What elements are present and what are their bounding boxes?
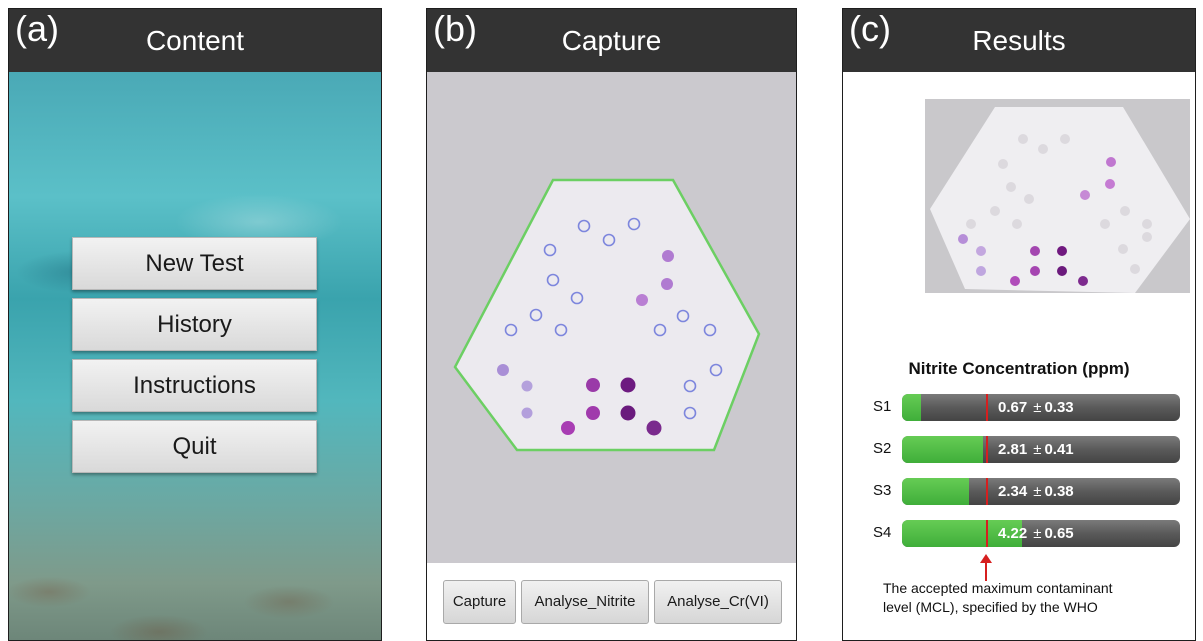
panel-content: (a) Content New Test History Instruction…	[8, 8, 382, 641]
mcl-line	[986, 478, 988, 505]
row-label: S1	[873, 398, 892, 415]
mcl-note-line-2: level (MCL), specified by the WHO	[883, 599, 1098, 615]
plus-minus-symbol: ±	[1033, 483, 1042, 500]
analyse-nitrite-button[interactable]: Analyse_Nitrite	[521, 580, 649, 624]
value-error: 0.65	[1044, 525, 1074, 542]
titlebar: (c) Results	[843, 9, 1195, 72]
mcl-line	[986, 520, 988, 547]
value-error: 0.33	[1044, 399, 1074, 416]
mcl-line	[986, 394, 988, 421]
value-error: 0.41	[1044, 441, 1074, 458]
value-number: 0.67	[998, 399, 1028, 416]
capture-button[interactable]: Capture	[443, 580, 516, 624]
bar-value: 2.81 ±0.41	[998, 436, 1074, 463]
row-label: S4	[873, 524, 892, 541]
value-number: 2.81	[998, 441, 1028, 458]
bar-fill	[902, 520, 1022, 547]
bar-fill	[902, 394, 921, 421]
test-paper-image	[453, 178, 761, 452]
plus-minus-symbol: ±	[1033, 441, 1042, 458]
panel-letter-c: (c)	[849, 8, 891, 49]
mcl-note-line-1: The accepted maximum contaminant	[883, 580, 1113, 596]
ring-spots	[504, 217, 723, 420]
quit-button[interactable]: Quit	[72, 420, 317, 473]
bar-value: 4.22 ±0.65	[998, 520, 1074, 547]
concentration-bar: 0.67 ±0.33	[902, 394, 1180, 421]
paper-outline	[453, 178, 761, 452]
red-arrow-up-icon	[980, 554, 992, 563]
panel-letter-a: (a)	[15, 8, 59, 49]
plus-minus-symbol: ±	[1033, 525, 1042, 542]
mcl-line	[986, 436, 988, 463]
concentration-bar: 4.22 ±0.65	[902, 520, 1180, 547]
titlebar: (b) Capture	[427, 9, 796, 72]
value-error: 0.38	[1044, 483, 1074, 500]
concentration-bar: 2.81 ±0.41	[902, 436, 1180, 463]
analyse-crvi-button[interactable]: Analyse_Cr(VI)	[654, 580, 782, 624]
row-label: S3	[873, 482, 892, 499]
titlebar: (a) Content	[9, 9, 381, 72]
bar-value: 0.67 ±0.33	[998, 394, 1074, 421]
red-arrow-stem	[985, 559, 987, 581]
panel-capture: (b) Capture Capture Analyse_Nitrite Anal…	[426, 8, 797, 641]
plus-minus-symbol: ±	[1033, 399, 1042, 416]
history-button[interactable]: History	[72, 298, 317, 351]
colored-spots	[497, 250, 674, 436]
panel-letter-b: (b)	[433, 8, 477, 49]
water-background	[9, 72, 381, 640]
value-number: 4.22	[998, 525, 1028, 542]
bar-fill	[902, 478, 969, 505]
screen-title: Results	[972, 25, 1066, 56]
instructions-button[interactable]: Instructions	[72, 359, 317, 412]
screen-title: Capture	[561, 25, 662, 56]
result-paper-image	[925, 99, 1190, 293]
row-label: S2	[873, 440, 892, 457]
new-test-button[interactable]: New Test	[72, 237, 317, 290]
value-number: 2.34	[998, 483, 1028, 500]
panel-results: (c) Results Nitrite Concentration (ppm) …	[842, 8, 1196, 641]
bar-value: 2.34 ±0.38	[998, 478, 1074, 505]
concentration-bar: 2.34 ±0.38	[902, 478, 1180, 505]
screen-title: Content	[145, 25, 245, 56]
mcl-note: The accepted maximum contaminant level (…	[883, 579, 1195, 617]
concentration-title: Nitrite Concentration (ppm)	[908, 359, 1130, 378]
bar-fill	[902, 436, 983, 463]
